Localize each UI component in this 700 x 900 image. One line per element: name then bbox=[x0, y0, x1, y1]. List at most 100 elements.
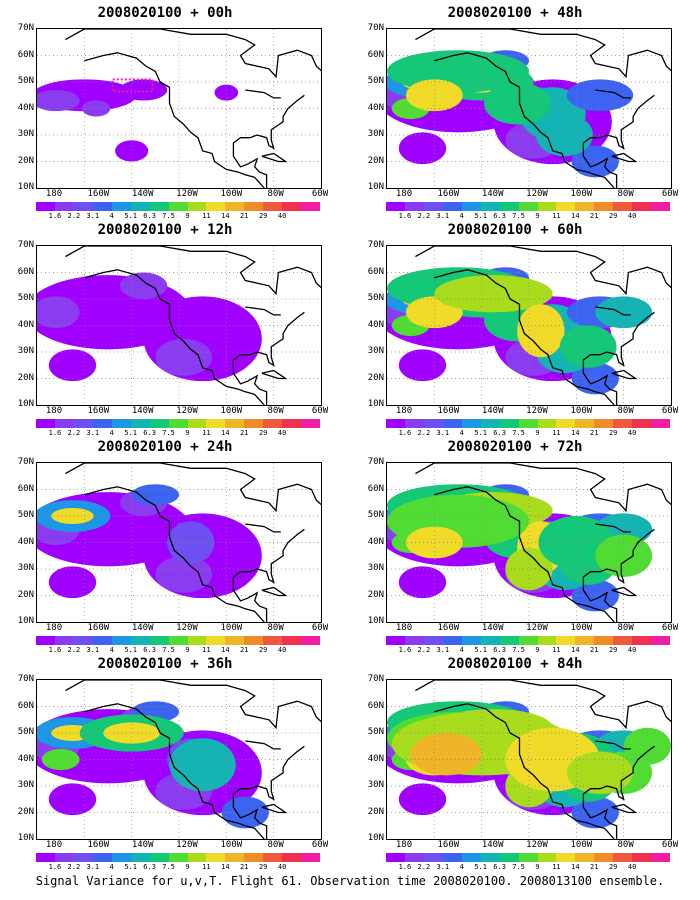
colorbar-swatch bbox=[613, 853, 633, 862]
colorbar-ticks: 1.6 2.2 3.1 4 5.1 6.3 7.5 9 11 14 21 29 40 bbox=[386, 646, 670, 656]
colorbar-tick-label: 5.1 bbox=[474, 429, 487, 437]
longitude-label: 100W bbox=[570, 623, 593, 633]
latitude-label: 50N bbox=[367, 727, 384, 737]
forecast-panel: 2008020100 + 72h 70N 60N 50N 40N 30N 20N 10N 180… bbox=[350, 439, 680, 659]
colorbar-swatch bbox=[111, 419, 131, 428]
latitude-label: 10N bbox=[17, 616, 34, 626]
latitude-label: 50N bbox=[17, 293, 34, 303]
colorbar-swatch bbox=[168, 419, 188, 428]
colorbar-tick-label: 3.1 bbox=[436, 429, 450, 437]
coastline bbox=[434, 52, 615, 188]
colorbar-swatch bbox=[36, 202, 55, 211]
colorbar-swatch bbox=[263, 202, 283, 211]
colorbar-tick-label: 3.1 bbox=[86, 429, 100, 437]
colorbar-tick-label: 7.5 bbox=[512, 863, 525, 871]
variance-contour bbox=[214, 84, 239, 101]
colorbar-tick-label: 6.3 bbox=[143, 646, 156, 654]
colorbar-tick-label: 7.5 bbox=[512, 646, 525, 654]
colorbar-tick-label: 1.6 bbox=[48, 429, 62, 437]
colorbar-tick-label: 29 bbox=[608, 429, 618, 437]
longitude-label: 120W bbox=[526, 189, 548, 199]
latitude-label: 40N bbox=[367, 319, 384, 330]
colorbar-tick-label: 14 bbox=[221, 863, 230, 871]
colorbar-tick-label: 14 bbox=[571, 646, 580, 654]
colorbar-tick-label: 9 bbox=[185, 863, 190, 871]
colorbar-tick-label: 40 bbox=[277, 646, 287, 654]
colorbar-swatch bbox=[575, 202, 595, 211]
latitude-label: 20N bbox=[367, 372, 384, 383]
longitude-label: 180 bbox=[45, 840, 63, 850]
colorbar-swatch bbox=[244, 202, 264, 211]
colorbar-tick-label: 5.1 bbox=[474, 863, 487, 871]
colorbar-tick-label: 29 bbox=[258, 212, 268, 220]
colorbar-tick-label: 1.6 bbox=[48, 863, 62, 871]
colorbar-tick-label: 9 bbox=[185, 646, 190, 654]
colorbar-tick-label: 9 bbox=[535, 212, 540, 220]
colorbar-swatch bbox=[244, 853, 264, 862]
longitude-label: 100W bbox=[220, 406, 243, 416]
colorbar-tick-label: 21 bbox=[240, 429, 249, 437]
panel-title: 2008020100 + 12h bbox=[97, 222, 233, 238]
latitude-label: 70N bbox=[17, 240, 34, 250]
longitude-label: 120W bbox=[176, 623, 198, 633]
colorbar-swatch bbox=[92, 419, 112, 428]
colorbar-swatch bbox=[54, 202, 74, 211]
colorbar-swatch bbox=[386, 636, 405, 645]
colorbar-swatch bbox=[73, 853, 93, 862]
coastline bbox=[611, 803, 638, 814]
colorbar-swatch bbox=[244, 419, 264, 428]
latitude-label: 10N bbox=[17, 833, 34, 843]
latitude-label: 70N bbox=[367, 23, 384, 33]
colorbar-tick-label: 6.3 bbox=[493, 646, 506, 654]
latitude-label: 60N bbox=[17, 700, 34, 711]
colorbar-swatch bbox=[442, 202, 462, 211]
colorbar-swatch bbox=[187, 853, 207, 862]
longitude-label: 80W bbox=[267, 189, 284, 199]
longitude-label: 160W bbox=[437, 840, 460, 850]
variance-contour bbox=[566, 79, 634, 112]
latitude-label: 10N bbox=[367, 833, 384, 843]
colorbar-swatch bbox=[54, 636, 74, 645]
colorbar-swatch bbox=[130, 636, 150, 645]
forecast-panel: 2008020100 + 24h 70N 60N 50N 40N 30N 20N 10N 180… bbox=[0, 439, 330, 659]
colorbar-swatch bbox=[556, 636, 576, 645]
variance-contour bbox=[566, 751, 634, 794]
colorbar-tick-label: 21 bbox=[590, 863, 599, 871]
colorbar-swatch bbox=[537, 419, 557, 428]
colorbar-swatch bbox=[442, 636, 462, 645]
colorbar-tick-label: 40 bbox=[627, 646, 637, 654]
coastline bbox=[245, 523, 281, 533]
variance-contour bbox=[155, 555, 213, 593]
colorbar-swatch bbox=[301, 636, 321, 645]
colorbar-swatch bbox=[518, 202, 538, 211]
variance-contour bbox=[155, 338, 213, 376]
variance-contour bbox=[119, 79, 168, 101]
latitude-label: 40N bbox=[367, 753, 384, 764]
coastline bbox=[415, 680, 671, 730]
colorbar-tick-label: 9 bbox=[535, 646, 540, 654]
colorbar bbox=[386, 419, 671, 428]
longitude-label: 100W bbox=[570, 189, 593, 199]
colorbar-tick-label: 11 bbox=[202, 429, 211, 437]
latitude-label: 70N bbox=[17, 674, 34, 684]
longitude-label: 160W bbox=[87, 840, 110, 850]
colorbar-swatch bbox=[225, 202, 245, 211]
latitude-label: 20N bbox=[367, 806, 384, 817]
colorbar-tick-label: 2.2 bbox=[67, 646, 81, 654]
colorbar-tick-label: 21 bbox=[590, 429, 599, 437]
longitude-label: 60W bbox=[661, 406, 679, 416]
longitude-label: 60W bbox=[661, 189, 679, 199]
colorbar-swatch bbox=[36, 636, 55, 645]
colorbar-swatch bbox=[263, 853, 283, 862]
latitude-label: 30N bbox=[17, 780, 34, 790]
forecast-panel: 2008020100 + 12h 70N 60N 50N 40N 30N 20N 10N 180… bbox=[0, 222, 330, 442]
coastline bbox=[245, 740, 281, 750]
coastline bbox=[261, 369, 288, 380]
colorbar-swatch bbox=[632, 636, 652, 645]
coastline bbox=[65, 680, 321, 730]
colorbar-tick-label: 4 bbox=[459, 212, 464, 220]
colorbar-swatch bbox=[423, 853, 443, 862]
latitude-label: 50N bbox=[367, 76, 384, 86]
latitude-label: 30N bbox=[367, 346, 384, 356]
colorbar-ticks: 1.6 2.2 3.1 4 5.1 6.3 7.5 9 11 14 21 29 40 bbox=[386, 863, 670, 873]
